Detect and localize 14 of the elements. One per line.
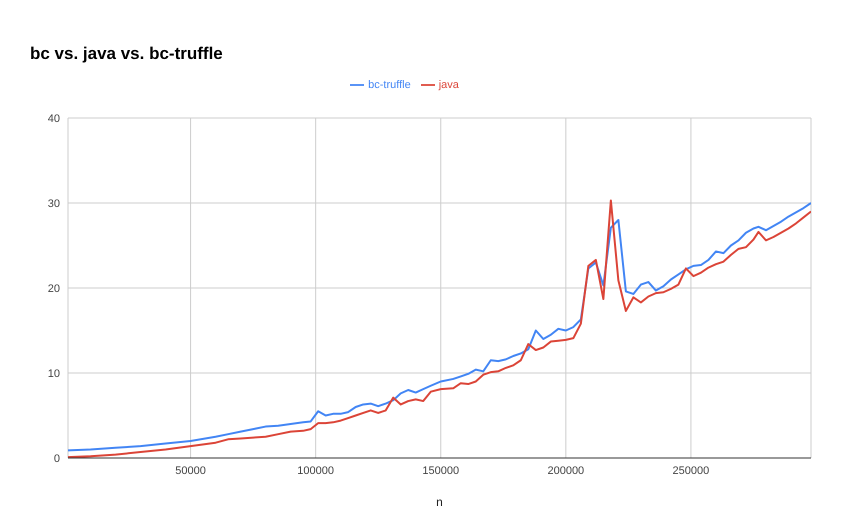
chart-title: bc vs. java vs. bc-truffle — [30, 44, 223, 64]
x-tick-label: 250000 — [672, 464, 710, 477]
x-tick-label: 150000 — [422, 464, 460, 477]
y-tick-label: 30 — [48, 198, 60, 210]
legend-label: java — [438, 78, 459, 91]
legend-label: bc-truffle — [368, 78, 411, 91]
x-tick-label: 50000 — [175, 464, 206, 477]
y-tick-label: 10 — [48, 368, 60, 380]
y-tick-label: 20 — [48, 282, 60, 295]
y-tick-label: 40 — [48, 112, 60, 125]
x-tick-label: 200000 — [547, 464, 584, 477]
x-tick-label: 100000 — [297, 464, 334, 477]
x-axis-title: n — [436, 495, 443, 509]
y-tick-label: 0 — [54, 452, 60, 465]
